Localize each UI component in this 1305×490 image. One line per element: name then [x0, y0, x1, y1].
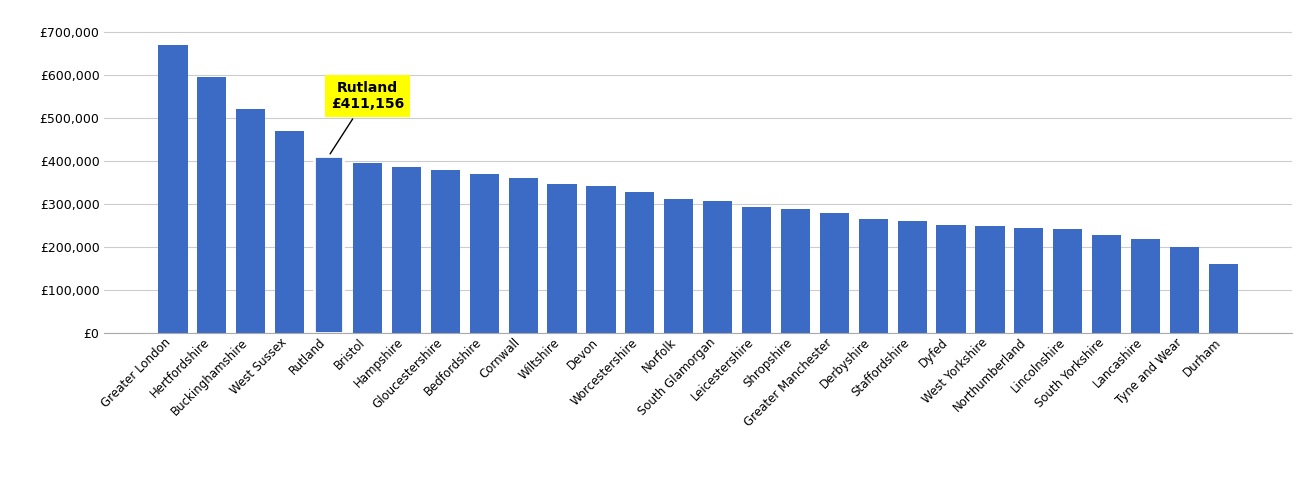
- Bar: [1092, 235, 1121, 333]
- Bar: [431, 170, 459, 333]
- Bar: [859, 219, 887, 333]
- Bar: [315, 156, 343, 333]
- Bar: [1014, 228, 1044, 333]
- Bar: [197, 77, 227, 333]
- Text: Rutland
£411,156: Rutland £411,156: [330, 81, 405, 154]
- Bar: [352, 163, 382, 333]
- Bar: [898, 221, 927, 333]
- Bar: [275, 131, 304, 333]
- Bar: [625, 192, 654, 333]
- Bar: [1053, 229, 1082, 333]
- Bar: [586, 186, 616, 333]
- Bar: [1169, 247, 1199, 333]
- Bar: [158, 45, 188, 333]
- Bar: [547, 184, 577, 333]
- Bar: [703, 200, 732, 333]
- Bar: [392, 168, 422, 333]
- Bar: [509, 178, 538, 333]
- Bar: [975, 225, 1005, 333]
- Bar: [743, 207, 771, 333]
- Bar: [236, 109, 265, 333]
- Bar: [820, 213, 850, 333]
- Bar: [470, 174, 499, 333]
- Bar: [780, 209, 810, 333]
- Bar: [937, 225, 966, 333]
- Bar: [1131, 240, 1160, 333]
- Bar: [664, 199, 693, 333]
- Bar: [1208, 264, 1238, 333]
